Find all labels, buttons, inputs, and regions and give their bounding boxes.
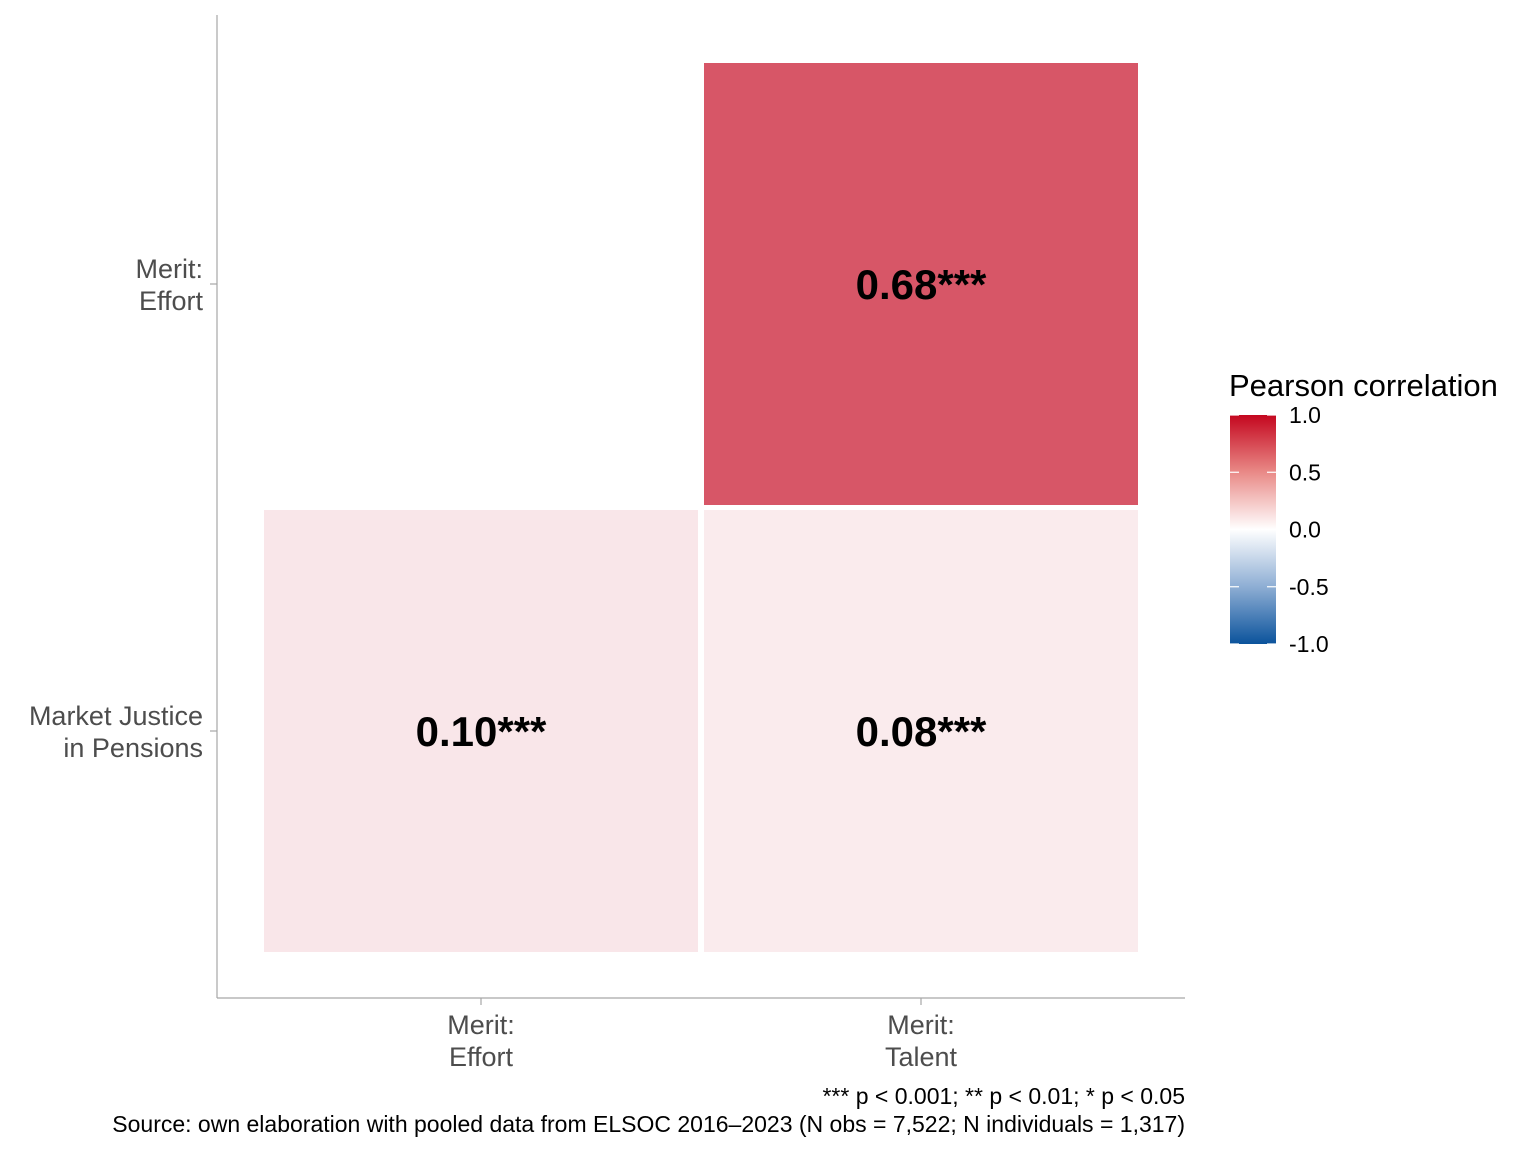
x-tick-label: Merit: — [447, 1010, 515, 1040]
heatmap-cell — [704, 510, 1138, 952]
cell-value-label: 0.10*** — [416, 708, 547, 755]
y-tick-label: in Pensions — [63, 733, 203, 763]
heatmap-cell-labels: 0.10*** 0.08*** 0.68*** — [416, 261, 987, 755]
x-tick-label: Effort — [449, 1042, 514, 1072]
cell-value-label: 0.08*** — [856, 708, 987, 755]
legend-title: Pearson correlation — [1229, 368, 1498, 403]
cell-value-label: 0.68*** — [856, 261, 987, 308]
legend-ticks: 1.0 0.5 0.0 -0.5 -1.0 — [1230, 402, 1329, 657]
legend-tick-label: -1.0 — [1289, 631, 1329, 657]
y-tick-label: Merit: — [136, 254, 204, 284]
legend-tick-label: 0.5 — [1289, 459, 1321, 485]
source-note: Source: own elaboration with pooled data… — [112, 1111, 1185, 1137]
y-tick-label: Effort — [139, 286, 204, 316]
legend-tick-label: 1.0 — [1289, 402, 1321, 428]
heatmap-cells — [264, 63, 1138, 952]
legend-tick-label: -0.5 — [1289, 574, 1329, 600]
significance-note: *** p < 0.001; ** p < 0.01; * p < 0.05 — [822, 1083, 1185, 1109]
x-tick-label: Talent — [885, 1042, 958, 1072]
legend-tick-label: 0.0 — [1289, 517, 1321, 543]
heatmap-cell — [704, 63, 1138, 505]
heatmap-cell — [264, 510, 698, 952]
color-legend: Pearson correlation 1.0 0.5 0.0 -0.5 -1.0 — [1229, 368, 1498, 657]
y-tick-label: Market Justice — [29, 701, 203, 731]
x-tick-label: Merit: — [887, 1010, 955, 1040]
